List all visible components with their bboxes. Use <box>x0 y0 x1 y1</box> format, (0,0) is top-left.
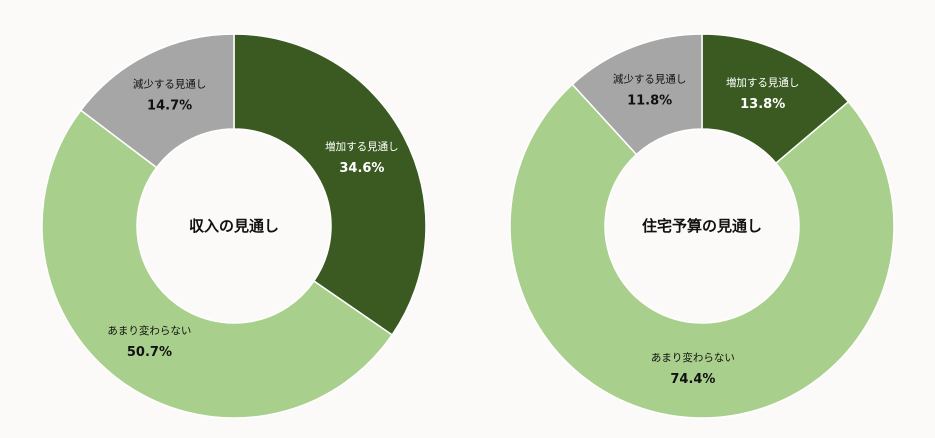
slice-label: 減少する見通し <box>613 72 687 85</box>
slice-label: 減少する見通し <box>133 78 207 91</box>
slice-label: 増加する見通し <box>325 140 399 153</box>
slice-label: 増加する見通し <box>726 76 800 89</box>
slice-value-label: 14.7% <box>147 99 192 114</box>
slice-label: あまり変わらない <box>651 351 735 364</box>
chart-center-title: 収入の見通し <box>189 217 279 235</box>
donut-slice <box>571 33 703 156</box>
donut-slice <box>41 109 394 419</box>
slice-value-label: 50.7% <box>127 345 172 360</box>
slice-label: あまり変わらない <box>107 324 191 337</box>
slice-value-label: 74.4% <box>670 372 715 387</box>
donut-chart-2: 増加する見通し 13.8% あまり変わらない 74.4% 減少する見通し 11.8% 住宅予… <box>509 33 895 419</box>
chart-center-title: 住宅予算の見通し <box>642 217 762 235</box>
donut-chart-1: 増加する見通し 34.6% あまり変わらない 50.7% 減少する見通し 14.7% 収入の… <box>41 33 427 419</box>
donut-slice <box>233 33 427 336</box>
donut-slice <box>509 83 895 419</box>
slice-value-label: 13.8% <box>740 97 785 112</box>
donut-slice <box>79 33 235 169</box>
slice-value-label: 34.6% <box>339 161 384 176</box>
slice-value-label: 11.8% <box>627 93 672 108</box>
